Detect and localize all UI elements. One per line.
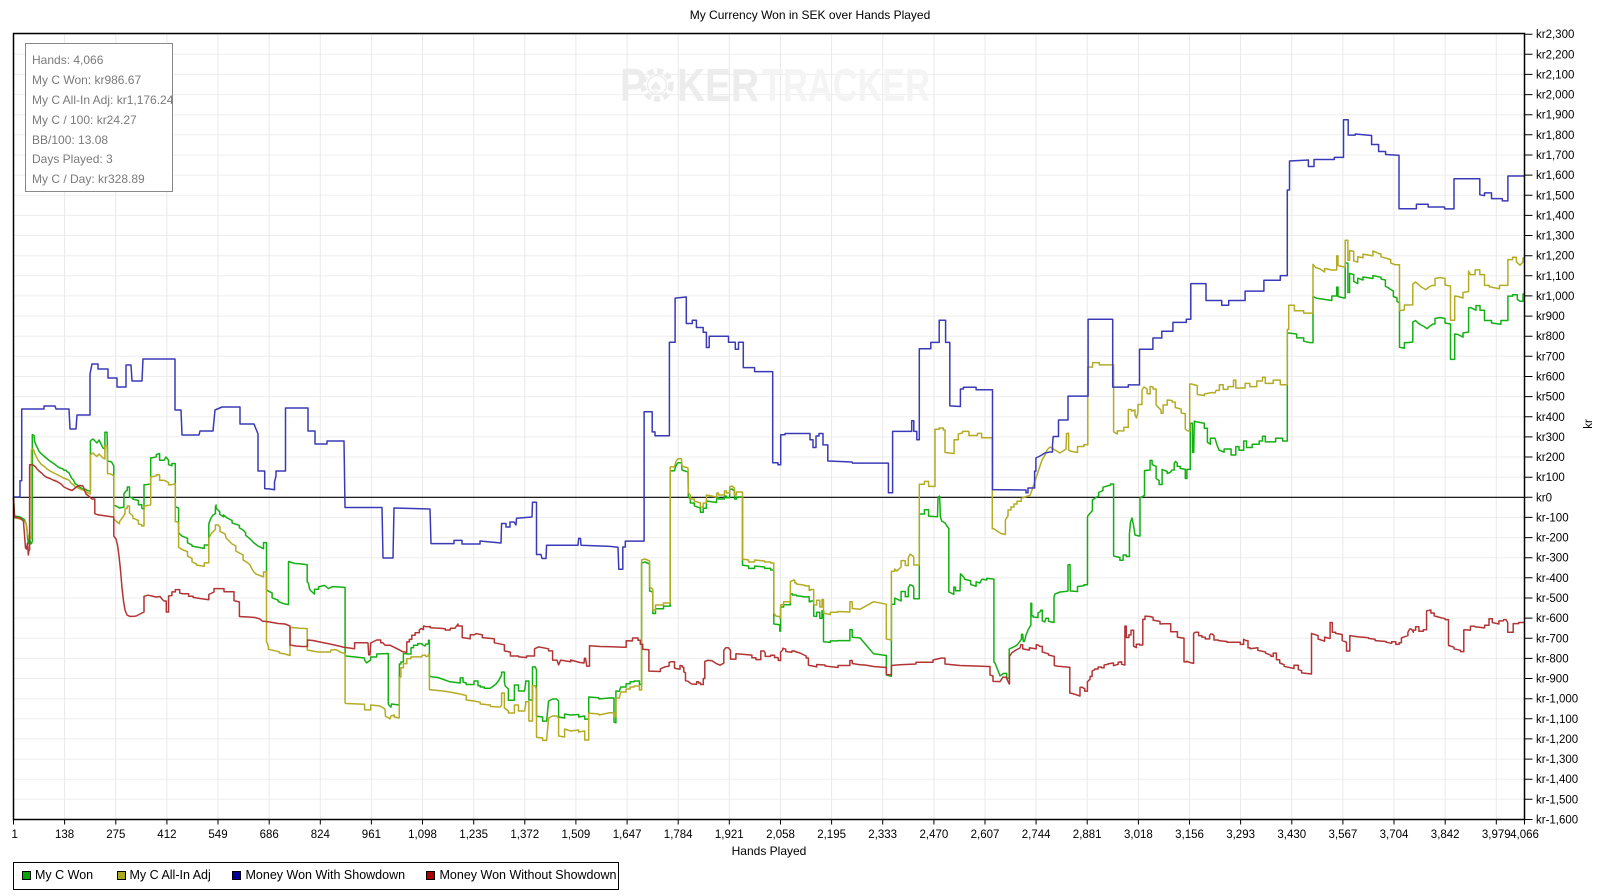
svg-text:P: P [620,59,646,111]
svg-text:138: 138 [55,829,74,841]
svg-text:1,235: 1,235 [459,829,488,841]
svg-text:kr300: kr300 [1536,432,1565,444]
svg-text:kr2,000: kr2,000 [1536,90,1574,102]
svg-text:1,098: 1,098 [408,829,437,841]
svg-text:2,470: 2,470 [920,829,949,841]
svg-text:kr2,200: kr2,200 [1536,49,1574,61]
svg-text:kr2,300: kr2,300 [1536,29,1574,41]
svg-text:2,607: 2,607 [971,829,1000,841]
svg-text:kr600: kr600 [1536,372,1565,384]
svg-text:kr0: kr0 [1536,492,1552,504]
svg-text:kr1,600: kr1,600 [1536,170,1574,182]
svg-text:kr1,500: kr1,500 [1536,190,1574,202]
svg-text:kr2,100: kr2,100 [1536,69,1574,81]
svg-text:kr: kr [1583,419,1595,429]
svg-text:kr-1,400: kr-1,400 [1536,774,1578,786]
svg-text:kr500: kr500 [1536,392,1565,404]
svg-text:TRACKER: TRACKER [762,59,930,111]
svg-text:KER: KER [677,59,759,111]
svg-text:kr1,000: kr1,000 [1536,291,1574,303]
svg-text:2,881: 2,881 [1073,829,1102,841]
svg-text:3,704: 3,704 [1380,829,1409,841]
svg-text:1,509: 1,509 [562,829,591,841]
svg-text:kr-1,200: kr-1,200 [1536,734,1578,746]
svg-text:kr400: kr400 [1536,412,1565,424]
svg-text:kr-600: kr-600 [1536,613,1569,625]
svg-text:3,430: 3,430 [1277,829,1306,841]
svg-text:3,293: 3,293 [1226,829,1255,841]
svg-text:412: 412 [157,829,176,841]
svg-text:3,156: 3,156 [1175,829,1204,841]
svg-text:2,333: 2,333 [868,829,897,841]
svg-text:824: 824 [311,829,331,841]
svg-text:kr-900: kr-900 [1536,674,1569,686]
svg-text:2,195: 2,195 [817,829,846,841]
svg-text:kr900: kr900 [1536,311,1565,323]
svg-text:kr-1,600: kr-1,600 [1536,815,1578,827]
svg-text:kr100: kr100 [1536,472,1565,484]
svg-text:kr200: kr200 [1536,452,1565,464]
svg-text:4,066: 4,066 [1510,829,1539,841]
svg-text:1: 1 [12,829,18,841]
svg-text:kr800: kr800 [1536,331,1565,343]
svg-text:3,567: 3,567 [1329,829,1358,841]
svg-text:kr-1,100: kr-1,100 [1536,714,1578,726]
svg-text:kr1,900: kr1,900 [1536,110,1574,122]
svg-text:1,784: 1,784 [664,829,693,841]
svg-text:kr-800: kr-800 [1536,653,1569,665]
svg-text:kr1,200: kr1,200 [1536,251,1574,263]
svg-text:kr-200: kr-200 [1536,533,1569,545]
svg-text:kr700: kr700 [1536,351,1565,363]
svg-text:686: 686 [260,829,279,841]
svg-text:Hands Played: Hands Played [732,844,807,858]
svg-text:1,647: 1,647 [613,829,642,841]
svg-text:kr-400: kr-400 [1536,573,1569,585]
svg-text:2,744: 2,744 [1022,829,1051,841]
svg-text:3,979: 3,979 [1482,829,1511,841]
svg-text:kr-1,500: kr-1,500 [1536,794,1578,806]
svg-text:kr-1,000: kr-1,000 [1536,694,1578,706]
svg-text:kr1,800: kr1,800 [1536,130,1574,142]
svg-text:kr-1,300: kr-1,300 [1536,754,1578,766]
svg-text:549: 549 [208,829,227,841]
svg-text:kr1,400: kr1,400 [1536,210,1574,222]
svg-text:1,372: 1,372 [510,829,539,841]
svg-text:961: 961 [362,829,381,841]
svg-text:2,058: 2,058 [766,829,795,841]
svg-text:kr-500: kr-500 [1536,593,1569,605]
svg-text:kr-300: kr-300 [1536,553,1569,565]
svg-text:kr-100: kr-100 [1536,512,1569,524]
svg-text:275: 275 [106,829,125,841]
svg-text:kr1,100: kr1,100 [1536,271,1574,283]
svg-text:♠: ♠ [651,76,662,98]
svg-text:My Currency Won in SEK over Ha: My Currency Won in SEK over Hands Played [690,8,931,22]
svg-text:1,921: 1,921 [715,829,744,841]
svg-text:kr1,300: kr1,300 [1536,231,1574,243]
svg-text:3,018: 3,018 [1124,829,1153,841]
svg-text:kr-700: kr-700 [1536,633,1569,645]
svg-text:kr1,700: kr1,700 [1536,150,1574,162]
svg-text:3,842: 3,842 [1431,829,1460,841]
